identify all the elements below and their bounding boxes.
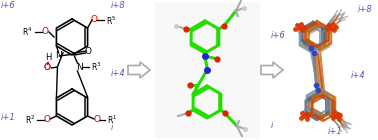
FancyArrow shape: [261, 62, 283, 78]
Text: R$^2$: R$^2$: [25, 114, 35, 126]
Text: i+8: i+8: [111, 2, 126, 10]
Text: O: O: [42, 27, 48, 37]
Text: i+1: i+1: [1, 114, 16, 122]
Text: R$^1$: R$^1$: [107, 114, 117, 126]
Text: O: O: [43, 116, 51, 124]
Text: i: i: [111, 123, 113, 132]
Text: R$^3$: R$^3$: [91, 61, 102, 73]
Text: i+6: i+6: [1, 2, 16, 10]
Text: i+4: i+4: [111, 69, 126, 79]
Text: N: N: [55, 52, 62, 60]
Text: R$^4$: R$^4$: [22, 26, 32, 38]
Text: O: O: [90, 16, 98, 24]
Text: i+8: i+8: [358, 4, 373, 13]
Text: i+4: i+4: [351, 71, 366, 80]
Text: H: H: [45, 53, 52, 62]
Text: O: O: [44, 64, 51, 73]
Text: R$^5$: R$^5$: [106, 15, 116, 27]
Text: O: O: [44, 64, 51, 73]
FancyBboxPatch shape: [155, 2, 260, 138]
Text: i+6: i+6: [271, 32, 286, 40]
Text: O: O: [85, 46, 92, 55]
Text: N: N: [76, 62, 83, 72]
Text: i+1: i+1: [328, 127, 343, 136]
Text: O: O: [93, 116, 101, 124]
FancyArrow shape: [128, 62, 150, 78]
Text: i: i: [271, 121, 273, 130]
